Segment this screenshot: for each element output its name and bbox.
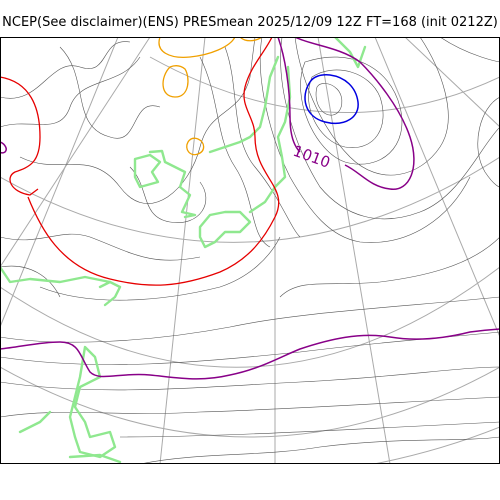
isobar-orange [158,37,236,58]
meridian [0,37,151,268]
isobar-red [0,76,41,196]
meridian [0,37,119,328]
coastline [0,265,112,284]
meridian [317,37,391,464]
graticule [0,37,500,464]
parallel [0,366,500,438]
isobar-orange [239,37,263,42]
parallel [40,426,500,464]
coastline [198,210,252,249]
parallel [0,266,500,368]
coastline [148,149,197,219]
parallel [0,156,500,243]
isobar-orange [162,65,189,98]
coastline [133,153,162,189]
isobar-purple [277,37,301,153]
coastline [68,453,122,464]
isobar-purple [294,37,415,190]
isobar-orange [186,137,205,156]
meridian [374,37,500,338]
coastline [18,410,52,434]
coastline [333,37,367,69]
coastlines [0,37,367,464]
pressure-map: 1010 [0,37,500,464]
isobar-blue [304,74,359,124]
isobar-red [27,37,280,286]
coastline [98,280,122,307]
coastline [68,345,117,459]
coastline [248,65,292,214]
map-title: NCEP(See disclaimer)(ENS) PRESmean 2025/… [2,15,498,30]
isobar-purple [0,328,500,380]
meridian [404,37,500,128]
meridian [159,37,206,464]
parallel [149,56,500,114]
